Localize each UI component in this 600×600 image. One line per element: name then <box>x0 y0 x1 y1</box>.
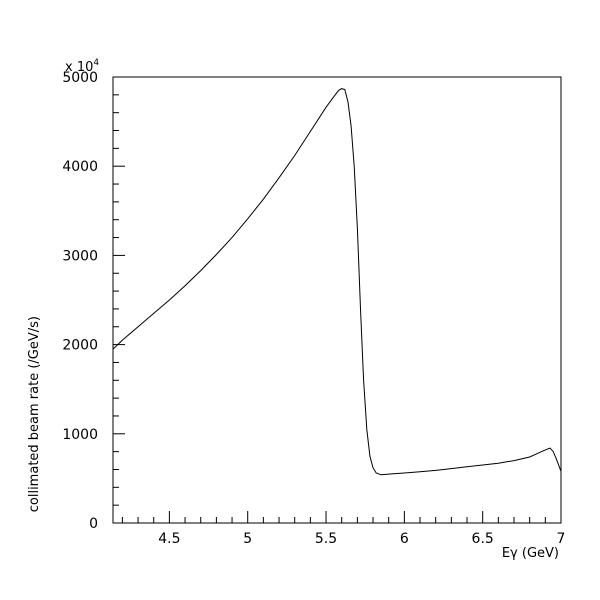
y-tick-label: 0 <box>89 516 98 532</box>
x-tick-label: 4.5 <box>158 531 180 547</box>
x-tick-label: 5 <box>243 531 252 547</box>
x-tick-label: 7 <box>557 531 566 547</box>
y-multiplier-base: x 10 <box>65 60 93 75</box>
x-tick-label: 6.5 <box>472 531 494 547</box>
y-axis-multiplier: x 104 <box>65 58 99 75</box>
labels-layer: 4.5 5 5.5 6 6.5 7 0 1000 2000 3000 4000 5000 <box>62 70 565 547</box>
y-multiplier-exponent: 4 <box>93 58 99 68</box>
x-axis-title: Eγ (GeV) <box>502 546 559 561</box>
series-line <box>112 88 562 476</box>
y-tick-label: 2000 <box>62 338 98 354</box>
plot-frame <box>112 76 562 524</box>
y-tick-label: 1000 <box>62 427 98 443</box>
y-axis-title: collimated beam rate (/GeV/s) <box>27 316 42 512</box>
y-tick-label: 3000 <box>62 248 98 264</box>
y-tick-label: 5000 <box>62 70 98 86</box>
ticks-layer <box>113 76 562 524</box>
y-tick-label: 4000 <box>62 159 98 175</box>
x-tick-label: 5.5 <box>315 531 337 547</box>
x-tick-label: 6 <box>400 531 409 547</box>
